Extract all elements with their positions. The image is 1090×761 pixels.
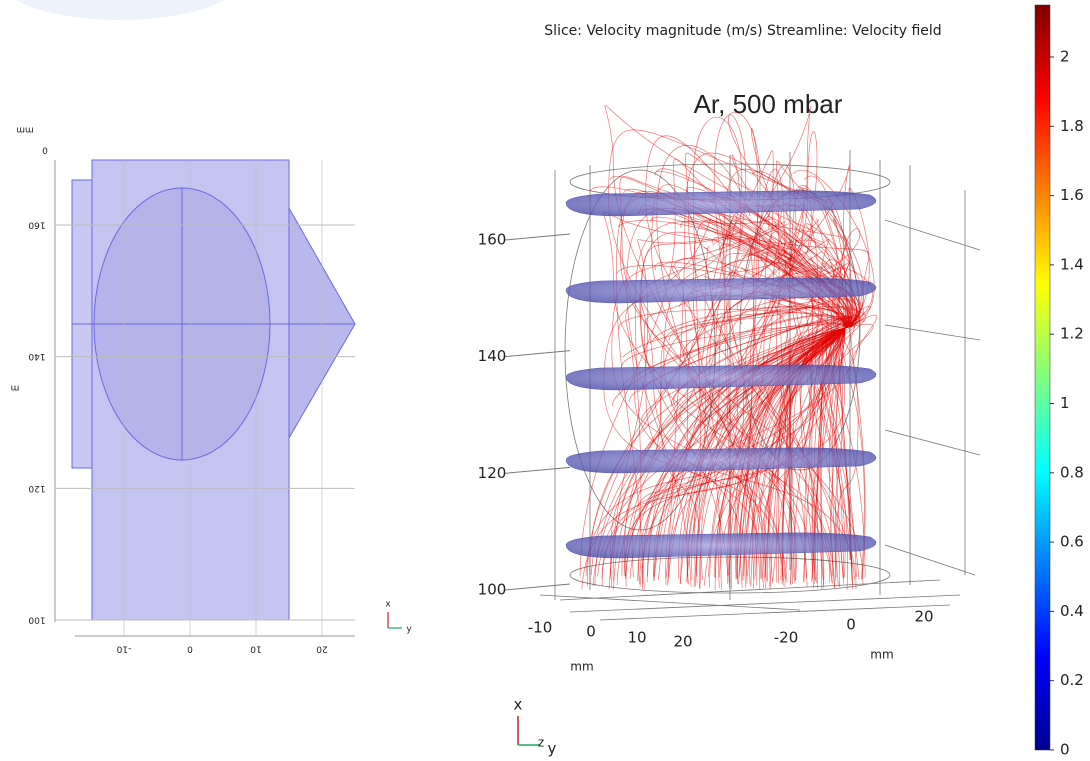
side-label: m — [11, 383, 20, 393]
z-tick-label: 120 — [478, 464, 507, 482]
colorbar-tick-label: 0 — [1060, 741, 1070, 759]
colorbar-tick-label: 1 — [1060, 394, 1070, 412]
slice — [565, 277, 877, 304]
z-tick-label: 160 — [478, 231, 507, 249]
axis-unit: mm — [870, 648, 893, 662]
slice — [565, 447, 877, 474]
x-tick-label: 0 — [586, 623, 596, 641]
plot-title: Slice: Velocity magnitude (m/s) Streamli… — [544, 23, 941, 39]
streamline — [653, 263, 787, 581]
z-tick-label: 100 — [478, 581, 507, 599]
triad-label: z — [538, 736, 544, 750]
colorbar-tick-label: 2 — [1060, 47, 1070, 65]
streamline — [671, 265, 833, 577]
x-tick-label: 10 — [627, 629, 646, 647]
streamline — [631, 201, 777, 578]
streamline — [581, 255, 824, 590]
streamline — [611, 221, 786, 580]
streamline — [604, 104, 816, 589]
x-tick-label: 0 — [187, 644, 193, 654]
background-shape — [16, 0, 224, 20]
triad-label: y — [548, 740, 557, 758]
colorbar-tick-label: 1.2 — [1060, 325, 1084, 343]
axis-unit: mm — [570, 660, 593, 674]
colorbar-tick-label: 0.6 — [1060, 533, 1084, 551]
grid-line — [504, 350, 571, 358]
streamline — [749, 206, 851, 585]
colorbar — [1034, 4, 1051, 751]
y-tick-label: 160 — [28, 220, 45, 230]
y-tick-label: 120 — [28, 483, 45, 493]
triad-label: y — [406, 625, 412, 635]
grid-line — [504, 466, 571, 474]
streamline — [642, 269, 739, 590]
z-tick-label: 140 — [478, 347, 507, 365]
streamline — [610, 295, 845, 588]
colorbar-tick-label: 0.2 — [1060, 671, 1084, 689]
x-tick-label: -10 — [528, 619, 553, 637]
streamline — [643, 284, 785, 582]
slices — [565, 190, 877, 559]
grid-line — [504, 233, 571, 241]
colorbar-tick-label: 1.6 — [1060, 186, 1084, 204]
streamline — [723, 229, 825, 580]
slice — [565, 532, 877, 559]
y-tick-label: 20 — [914, 608, 933, 626]
streamline — [748, 238, 806, 583]
streamline — [687, 199, 813, 577]
slice — [565, 190, 877, 217]
streamline — [597, 238, 830, 577]
y-tick-label: 100 — [28, 615, 45, 625]
x-tick-label: -10 — [116, 644, 131, 654]
right-triad — [517, 716, 540, 746]
left-triad — [387, 612, 402, 629]
origin-label: 0 — [42, 145, 48, 155]
streamline — [808, 288, 859, 578]
streamline — [625, 220, 738, 579]
streamline — [757, 290, 824, 582]
streamline — [640, 231, 833, 583]
streamline — [608, 238, 709, 590]
grid-line — [504, 583, 571, 591]
streamline — [665, 114, 844, 579]
colorbar-tick-label: 0.8 — [1060, 463, 1084, 481]
y-tick-label: 0 — [846, 616, 856, 634]
colorbar-tick-label: 1.8 — [1060, 117, 1084, 135]
left-geometry — [71, 159, 356, 621]
y-tick-label: -20 — [774, 629, 799, 647]
triad-label: x — [514, 696, 523, 714]
x-tick-label: 20 — [316, 644, 328, 654]
colorbar-tick-label: 0.4 — [1060, 602, 1084, 620]
streamlines — [579, 104, 878, 590]
slice — [565, 364, 877, 391]
streamline — [709, 233, 787, 588]
triad-label: x — [385, 600, 391, 610]
x-tick-label: 20 — [673, 633, 692, 651]
y-tick-label: 140 — [28, 351, 45, 361]
x-tick-label: 10 — [250, 644, 262, 654]
streamline — [621, 243, 709, 577]
colorbar-tick-label: 1.4 — [1060, 255, 1084, 273]
axis-unit: mm — [16, 125, 34, 135]
plot-subtitle: Ar, 500 mbar — [694, 89, 843, 119]
streamline — [639, 231, 802, 576]
